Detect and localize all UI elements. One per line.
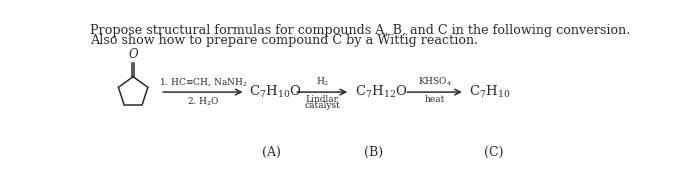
Text: (C): (C): [484, 146, 503, 159]
Text: (B): (B): [364, 146, 383, 159]
Text: Lindlar: Lindlar: [306, 95, 339, 104]
Text: O: O: [128, 48, 138, 61]
Text: $\mathregular{C_7H_{10}}$: $\mathregular{C_7H_{10}}$: [469, 84, 511, 100]
Text: Propose structural formulas for compounds A, B, and C in the following conversio: Propose structural formulas for compound…: [89, 24, 630, 37]
Text: 2. H$_2$O: 2. H$_2$O: [186, 95, 219, 108]
Text: $\mathregular{KHSO_4}$: $\mathregular{KHSO_4}$: [418, 76, 452, 88]
Text: $\mathregular{C_7H_{12}O}$: $\mathregular{C_7H_{12}O}$: [355, 84, 407, 100]
Text: Also show how to prepare compound C by a Wittig reaction.: Also show how to prepare compound C by a…: [89, 34, 478, 47]
Text: 1. HC≡CH, NaNH$_2$: 1. HC≡CH, NaNH$_2$: [159, 76, 247, 88]
Text: heat: heat: [424, 95, 445, 104]
Text: $\mathregular{H_2}$: $\mathregular{H_2}$: [315, 76, 329, 88]
Text: (A): (A): [262, 146, 281, 159]
Text: catalyst: catalyst: [304, 101, 340, 110]
Text: $\mathregular{C_7H_{10}O}$: $\mathregular{C_7H_{10}O}$: [249, 84, 302, 100]
